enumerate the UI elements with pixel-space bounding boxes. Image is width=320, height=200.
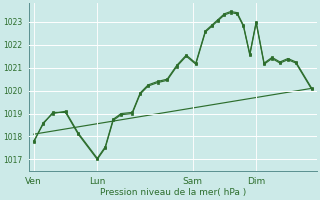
X-axis label: Pression niveau de la mer( hPa ): Pression niveau de la mer( hPa ) bbox=[100, 188, 246, 197]
